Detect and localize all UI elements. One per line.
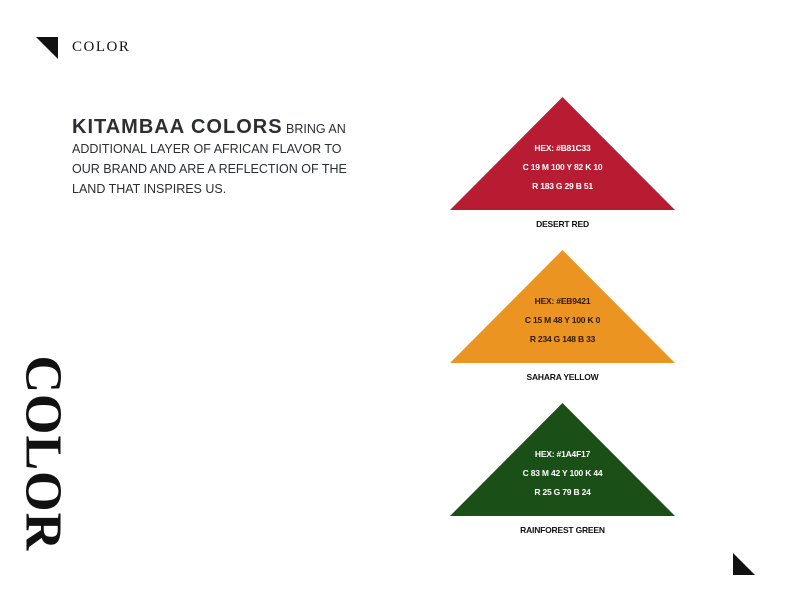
- swatch-cmyk: C 15 M 48 Y 100 K 0: [524, 315, 601, 325]
- swatch-sahara-yellow: HEX: #EB9421 C 15 M 48 Y 100 K 0 R 234 G…: [450, 250, 675, 363]
- page-title: COLOR: [72, 39, 131, 55]
- triangle-swatch: [450, 250, 675, 363]
- swatch-hex: HEX: #1A4F17: [534, 449, 591, 459]
- triangle-shape: [450, 403, 675, 516]
- swatch-hex: HEX: #EB9421: [534, 296, 591, 306]
- vertical-section-word: COLOR: [14, 355, 72, 552]
- intro-text: BRING AN ADDITIONAL LAYER OF AFRICAN FLA…: [72, 122, 347, 196]
- corner-triangle-bottom-right: [733, 553, 755, 575]
- intro-lead: KITAMBAA COLORS: [72, 116, 283, 138]
- triangle-shape: [450, 250, 675, 363]
- corner-triangle-top-left: [36, 37, 58, 59]
- swatch-cmyk: C 83 M 42 Y 100 K 44: [522, 468, 603, 478]
- swatch-desert-red: HEX: #B81C33 C 19 M 100 Y 82 K 10 R 183 …: [450, 97, 675, 210]
- triangle-swatch: [450, 97, 675, 210]
- swatch-name: SAHARA YELLOW: [526, 372, 599, 382]
- swatch-cmyk: C 19 M 100 Y 82 K 10: [522, 162, 603, 172]
- swatch-name: DESERT RED: [536, 219, 589, 229]
- triangle-shape: [450, 97, 675, 210]
- swatch-rgb: R 25 G 79 B 24: [534, 487, 591, 497]
- swatch-hex: HEX: #B81C33: [534, 143, 591, 153]
- swatch-rgb: R 183 G 29 B 51: [532, 181, 593, 191]
- swatch-rgb: R 234 G 148 B 33: [529, 334, 596, 344]
- swatch-name: RAINFOREST GREEN: [520, 525, 605, 535]
- swatch-rainforest-green: HEX: #1A4F17 C 83 M 42 Y 100 K 44 R 25 G…: [450, 403, 675, 516]
- triangle-swatch: [450, 403, 675, 516]
- intro-paragraph: KITAMBAA COLORS BRING AN ADDITIONAL LAYE…: [72, 117, 372, 199]
